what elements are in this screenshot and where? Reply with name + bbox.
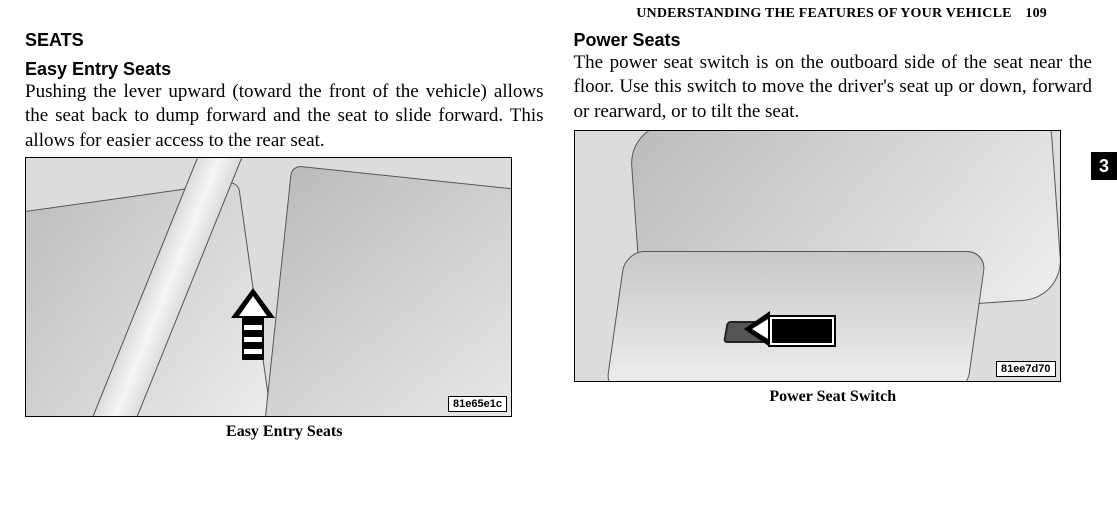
- left-column: SEATS Easy Entry Seats Pushing the lever…: [20, 24, 544, 441]
- left-arrow-icon: [770, 317, 834, 345]
- heading-power-seats: Power Seats: [574, 30, 1093, 51]
- right-column: Power Seats The power seat switch is on …: [574, 24, 1098, 441]
- section-title: UNDERSTANDING THE FEATURES OF YOUR VEHIC…: [636, 6, 1011, 21]
- page-number: 109: [1025, 6, 1047, 22]
- heading-easy-entry: Easy Entry Seats: [25, 59, 544, 80]
- heading-seats: SEATS: [25, 30, 544, 51]
- up-arrow-icon: [231, 288, 275, 360]
- power-seats-body: The power seat switch is on the outboard…: [574, 51, 1093, 124]
- seat-illustration: [262, 165, 512, 417]
- figure-easy-entry: 81e65e1c: [25, 157, 512, 417]
- image-code: 81ee7d70: [996, 361, 1056, 377]
- figure-power-seat: 81ee7d70: [574, 130, 1061, 382]
- running-header: UNDERSTANDING THE FEATURES OF YOUR VEHIC…: [0, 0, 1117, 24]
- chapter-tab: 3: [1091, 152, 1117, 180]
- image-code: 81e65e1c: [448, 396, 507, 412]
- figure-caption-left: Easy Entry Seats: [25, 423, 544, 441]
- content-columns: SEATS Easy Entry Seats Pushing the lever…: [0, 24, 1117, 441]
- easy-entry-body: Pushing the lever upward (toward the fro…: [25, 80, 544, 153]
- figure-caption-right: Power Seat Switch: [574, 388, 1093, 406]
